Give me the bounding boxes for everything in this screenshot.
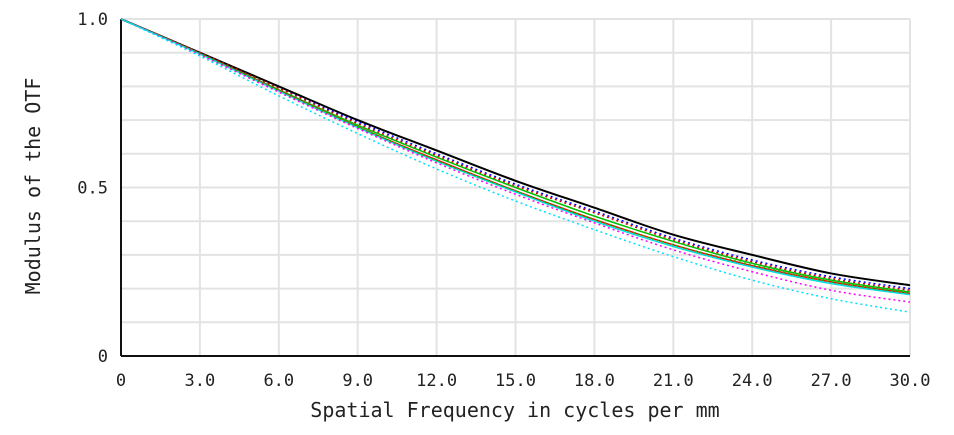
x-tick-label: 24.0 <box>732 371 773 391</box>
x-tick-label: 21.0 <box>653 371 694 391</box>
x-axis-label: Spatial Frequency in cycles per mm <box>310 398 719 422</box>
x-tick-label: 0 <box>116 371 126 391</box>
series-line-magenta-dotted <box>120 18 911 303</box>
x-tick-label: 18.0 <box>574 371 615 391</box>
x-tick-label: 15.0 <box>495 371 536 391</box>
x-tick-label: 3.0 <box>185 371 216 391</box>
series-line-green-dotted <box>120 18 911 294</box>
y-tick-label: 0.5 <box>77 179 108 199</box>
x-tick-label: 6.0 <box>263 371 294 391</box>
x-tick-label: 9.0 <box>342 371 373 391</box>
y-tick-label: 1.0 <box>77 10 108 30</box>
series-line-cyan-dotted <box>120 18 911 313</box>
axes <box>120 19 910 357</box>
series-line-black-solid <box>120 18 911 287</box>
series-line-cyan-solid <box>120 18 911 296</box>
x-tick-label: 27.0 <box>811 371 852 391</box>
tick-labels: 0 3.0 6.0 9.0 12.0 15.0 18.0 21.0 24.0 27.0 30.0 0 0… <box>77 10 930 391</box>
y-tick-label: 0 <box>98 347 108 367</box>
series-group <box>120 18 911 313</box>
grid <box>120 18 911 357</box>
x-tick-label: 12.0 <box>416 371 457 391</box>
y-axis-label: Modulus of the OTF <box>21 78 45 295</box>
x-tick-label: 30.0 <box>890 371 931 391</box>
